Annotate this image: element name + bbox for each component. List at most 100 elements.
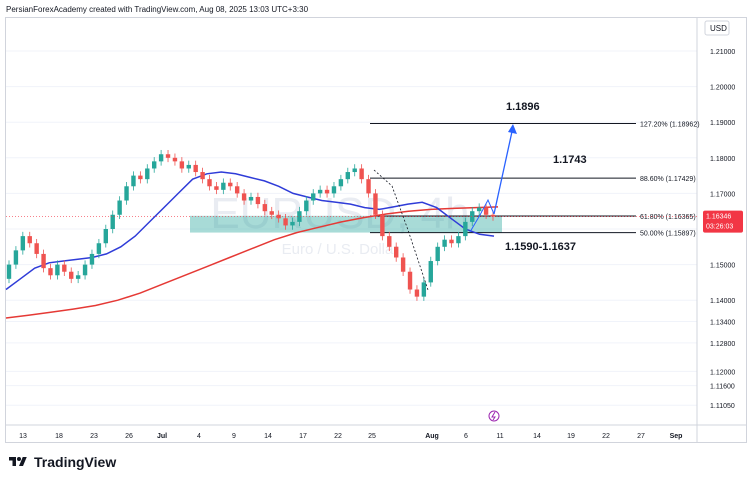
y-tick-label: 1.20000: [710, 85, 735, 92]
candle: [476, 207, 482, 212]
candle: [449, 239, 454, 244]
candle: [55, 264, 60, 276]
candle: [380, 214, 385, 237]
y-tick-label: 1.14000: [710, 298, 735, 305]
fib-level-label: 88.60% (1.17429): [640, 176, 696, 183]
candle: [248, 196, 254, 201]
candle: [276, 214, 281, 219]
candle: [34, 243, 39, 254]
candle: [96, 243, 102, 254]
projection-arrow: [493, 126, 514, 215]
fib-level-label: 127.20% (1.18962): [640, 122, 700, 129]
y-tick-label: 1.17000: [710, 191, 735, 198]
candle: [214, 186, 219, 190]
candle: [317, 189, 323, 194]
candle: [359, 168, 364, 180]
candle: [200, 172, 205, 180]
candle: [158, 154, 164, 162]
x-tick-label: 13: [19, 433, 27, 440]
candle: [255, 196, 261, 205]
y-tick-label: 1.11600: [710, 384, 735, 391]
candle: [48, 268, 53, 276]
price-annotation: 1.1743: [553, 154, 587, 166]
candle: [20, 236, 26, 251]
candle: [165, 154, 171, 158]
candle: [124, 186, 129, 201]
candle: [394, 246, 399, 258]
candle: [41, 253, 46, 269]
wave-path: [469, 198, 495, 233]
last-price-value: 1.16346: [706, 214, 731, 221]
currency-box: [704, 20, 730, 36]
y-tick-label: 1.12800: [710, 341, 735, 348]
x-tick-label: 22: [334, 433, 342, 440]
candle: [435, 246, 440, 262]
chart-frame: [5, 17, 747, 443]
candle: [145, 168, 150, 180]
x-tick-label: 22: [602, 433, 610, 440]
x-tick-label: 25: [368, 433, 376, 440]
x-tick-label: 6: [464, 433, 468, 440]
candle: [234, 186, 240, 194]
candle: [138, 175, 143, 180]
candle: [338, 179, 344, 187]
candle: [297, 211, 302, 222]
x-tick-label: 17: [299, 433, 307, 440]
candle: [103, 229, 108, 244]
candle: [179, 161, 185, 169]
y-tick-label: 1.21000: [710, 49, 735, 56]
candle: [373, 193, 378, 215]
x-tick-label: 27: [637, 433, 645, 440]
candle: [421, 282, 427, 297]
event-icon-bolt: [491, 411, 496, 421]
x-tick-label: 11: [496, 433, 503, 440]
y-tick-label: 1.11050: [710, 403, 735, 410]
candle: [428, 261, 433, 283]
chart-attribution: PersianForexAcademy created with Trading…: [6, 5, 309, 14]
x-tick-label: Jul: [157, 433, 167, 440]
candle: [117, 200, 122, 215]
currency-label: USD: [710, 24, 727, 33]
candle: [456, 236, 461, 244]
candle: [442, 239, 447, 247]
candle: [172, 157, 178, 162]
x-tick-label: 26: [125, 433, 133, 440]
last-price-badge: [703, 210, 743, 233]
candle: [311, 193, 316, 201]
candle: [89, 253, 95, 265]
candle: [221, 182, 226, 190]
candle: [207, 179, 212, 187]
tradingview-logo-icon: [9, 457, 27, 466]
candle: [324, 189, 330, 194]
x-tick-label: 23: [90, 433, 98, 440]
candle: [13, 250, 19, 265]
y-tick-label: 1.15000: [710, 263, 735, 270]
candle: [470, 211, 475, 222]
x-tick-label: 14: [533, 433, 541, 440]
candle: [387, 236, 392, 247]
candle: [366, 179, 371, 194]
candle: [27, 236, 32, 244]
candle: [262, 204, 268, 212]
ma-blue-line: [5, 171, 495, 291]
fib-level-label: 61.80% (1.16365): [640, 214, 696, 221]
candle: [269, 211, 274, 215]
candle: [75, 275, 81, 279]
candle: [82, 264, 88, 276]
ma-red-line: [5, 206, 499, 319]
projection-arrowhead: [508, 124, 517, 134]
candle: [69, 271, 74, 279]
x-tick-label: 9: [232, 433, 236, 440]
x-tick-label: Aug: [425, 433, 439, 440]
candle: [490, 214, 496, 217]
candle: [483, 207, 489, 215]
candle: [304, 200, 309, 212]
x-tick-label: 19: [567, 433, 575, 440]
price-annotation: 1.1896: [506, 101, 540, 113]
fib-level-label: 50.00% (1.15897): [640, 231, 696, 238]
candle: [152, 161, 157, 169]
tradingview-footer: TradingView: [8, 454, 116, 470]
candle: [62, 264, 67, 272]
candle: [186, 164, 191, 169]
